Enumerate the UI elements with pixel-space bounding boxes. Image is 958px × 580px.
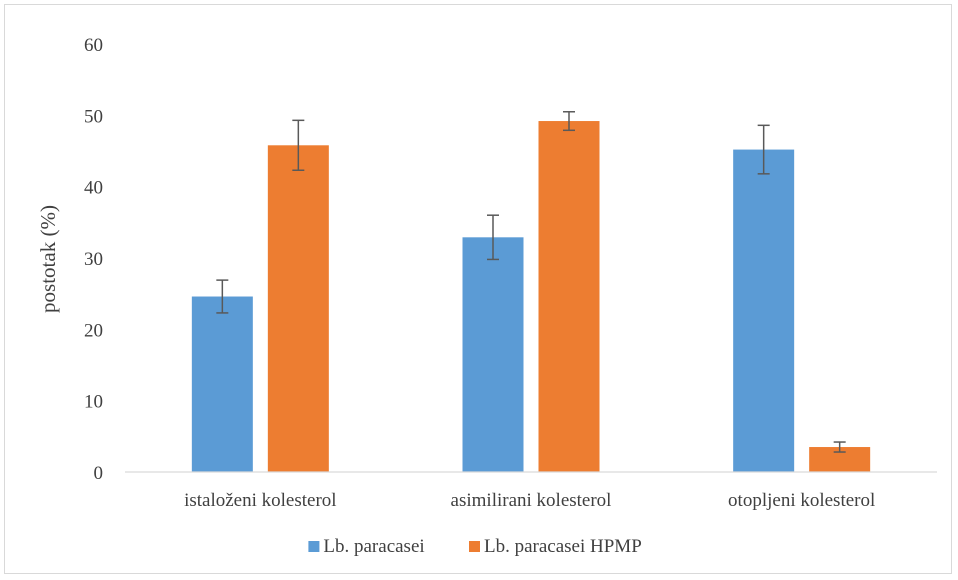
y-tick-label-4: 40	[84, 178, 103, 199]
bars	[191, 121, 871, 472]
category-label-0: istaloženi kolesterol	[184, 490, 336, 511]
legend: Lb. paracasei Lb. paracasei HPMP	[308, 536, 642, 557]
y-axis-ticks: 0 10 20 30 40 50 60	[84, 35, 103, 484]
bar-1-0	[462, 237, 524, 472]
bar-1-1	[538, 121, 600, 472]
y-tick-label-1: 10	[84, 392, 103, 413]
y-tick-label-2: 20	[84, 320, 103, 341]
error-bars	[216, 111, 846, 453]
y-axis-label: postotak (%)	[36, 205, 60, 313]
legend-swatch-0	[308, 541, 320, 552]
bar-0-0	[191, 296, 253, 472]
category-label-1: asimilirani kolesterol	[451, 490, 612, 511]
bar-chart: postotak (%) 0 10 20 30 40 50 60 istaloženi ko…	[36, 35, 937, 557]
y-tick-label-3: 30	[84, 249, 103, 270]
y-tick-label-5: 50	[84, 106, 103, 127]
category-labels: istaloženi kolesterol asimilirani koleste…	[184, 490, 875, 511]
legend-swatch-1	[469, 541, 480, 552]
category-label-2: otopljeni kolesterol	[728, 490, 875, 511]
chart-frame: postotak (%) 0 10 20 30 40 50 60 istaloženi ko…	[4, 4, 952, 574]
legend-label-0: Lb. paracasei	[323, 536, 424, 557]
y-tick-label-6: 60	[84, 35, 103, 56]
y-tick-label-0: 0	[94, 463, 104, 484]
bar-2-0	[733, 149, 795, 472]
bar-0-1	[267, 145, 329, 472]
legend-label-1: Lb. paracasei HPMP	[484, 536, 642, 557]
